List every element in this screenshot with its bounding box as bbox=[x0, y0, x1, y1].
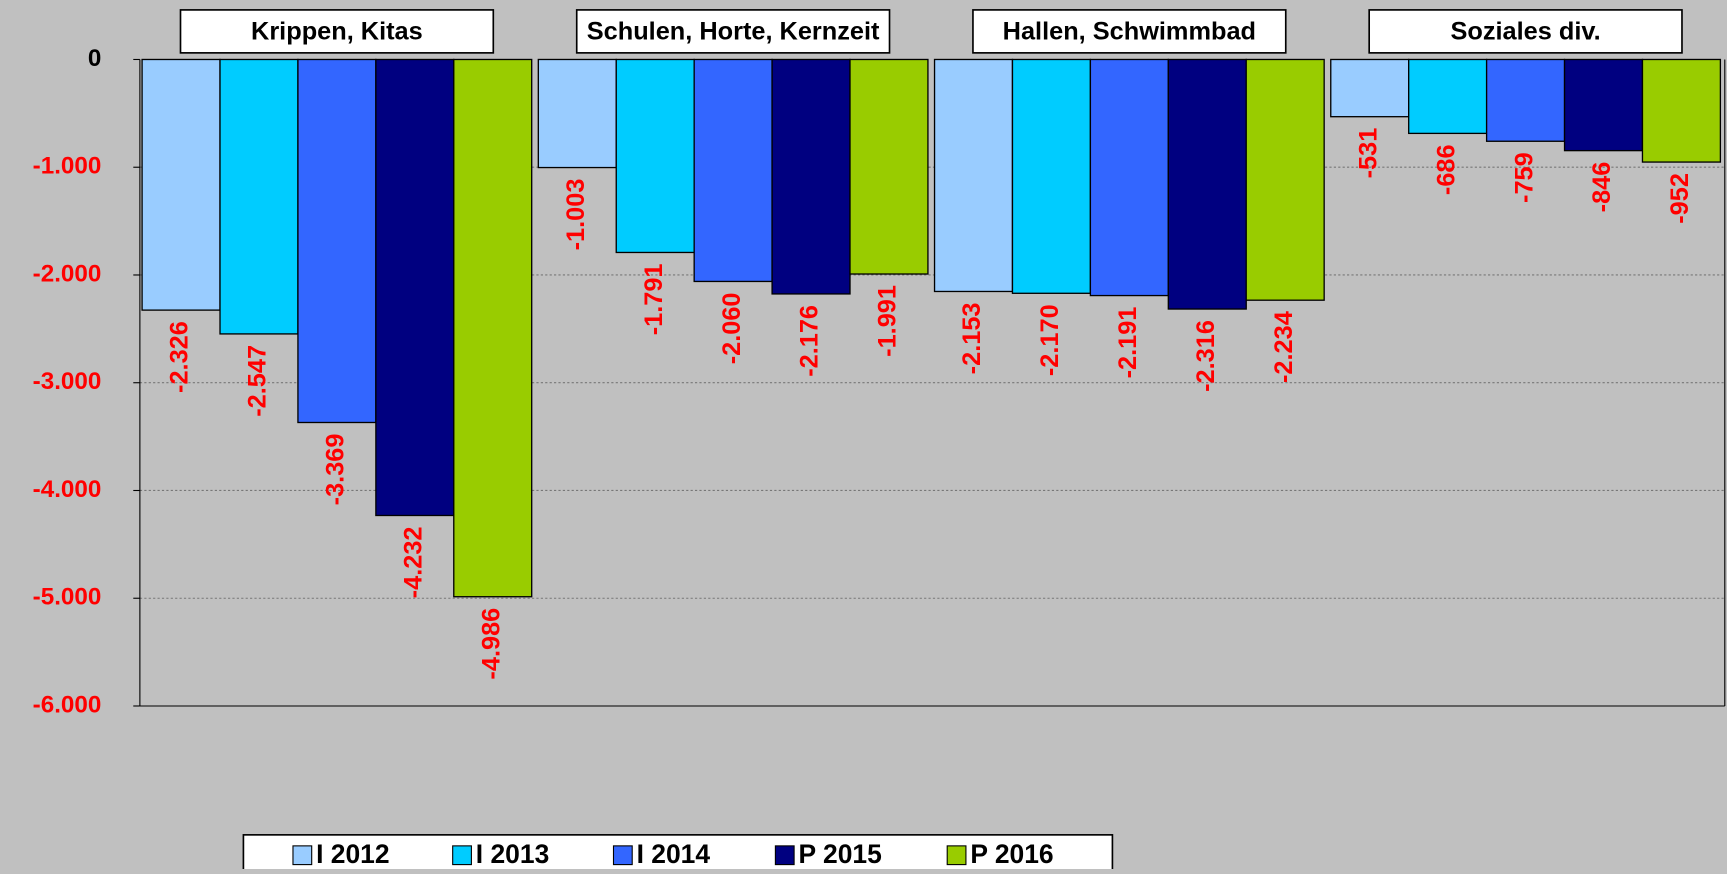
value-label: -1.791 bbox=[640, 263, 668, 335]
value-label: -2.176 bbox=[796, 305, 824, 377]
category-box bbox=[972, 9, 1287, 54]
y-tick-label: -4.000 bbox=[33, 476, 102, 503]
legend-label: I 2014 bbox=[637, 839, 711, 869]
value-label: -2.170 bbox=[1036, 304, 1064, 376]
bar bbox=[297, 58, 377, 424]
value-label: -4.986 bbox=[477, 608, 505, 680]
bar bbox=[453, 58, 533, 598]
bar bbox=[933, 58, 1014, 293]
bar bbox=[141, 58, 221, 311]
value-label: -2.153 bbox=[958, 302, 986, 374]
category-box bbox=[179, 9, 495, 54]
bar bbox=[1563, 58, 1644, 152]
legend-label: I 2013 bbox=[476, 839, 549, 869]
category-box bbox=[575, 9, 891, 54]
bar bbox=[1011, 58, 1092, 294]
value-label: -2.326 bbox=[166, 321, 194, 393]
category-box bbox=[1368, 9, 1683, 54]
y-tick-label: -2.000 bbox=[33, 260, 102, 287]
value-label: -1.991 bbox=[874, 285, 902, 357]
value-label: -759 bbox=[1510, 152, 1538, 203]
legend-label: P 2015 bbox=[799, 839, 882, 869]
bar bbox=[375, 58, 455, 517]
value-label: -4.232 bbox=[400, 527, 428, 599]
legend-swatch bbox=[774, 845, 795, 866]
value-label: -2.191 bbox=[1114, 307, 1142, 379]
bar bbox=[1408, 58, 1488, 135]
legend-box bbox=[242, 834, 1114, 874]
y-tick-label: -6.000 bbox=[33, 691, 102, 718]
value-label: -846 bbox=[1588, 162, 1616, 213]
category-label: Soziales div. bbox=[1450, 18, 1600, 46]
bar bbox=[1245, 58, 1325, 301]
bar bbox=[771, 58, 851, 295]
bar bbox=[1167, 58, 1247, 310]
bar bbox=[1485, 58, 1566, 142]
legend-swatch bbox=[292, 845, 313, 866]
legend-label: I 2012 bbox=[316, 839, 389, 869]
category-label: Schulen, Horte, Kernzeit bbox=[587, 18, 880, 46]
bar bbox=[1089, 58, 1169, 297]
legend-swatch bbox=[612, 845, 633, 866]
bar bbox=[615, 58, 695, 254]
category-label: Hallen, Schwimmbad bbox=[1003, 18, 1256, 46]
y-tick-label: -3.000 bbox=[33, 368, 102, 395]
legend-label: P 2016 bbox=[970, 839, 1053, 869]
bar bbox=[1641, 58, 1722, 163]
legend-swatch bbox=[452, 845, 472, 866]
legend-swatch bbox=[946, 845, 967, 866]
bar bbox=[693, 58, 773, 283]
value-label: -2.234 bbox=[1270, 311, 1298, 383]
value-label: -2.316 bbox=[1192, 320, 1220, 392]
value-label: -2.547 bbox=[244, 345, 272, 417]
value-label: -686 bbox=[1432, 144, 1460, 195]
y-tick-label: -1.000 bbox=[33, 153, 102, 180]
bar bbox=[537, 58, 617, 169]
value-label: -1.003 bbox=[562, 179, 590, 251]
value-label: -3.369 bbox=[322, 434, 350, 506]
value-label: -531 bbox=[1354, 128, 1382, 179]
value-label: -952 bbox=[1666, 173, 1694, 224]
bar bbox=[219, 58, 299, 335]
bar bbox=[1330, 58, 1410, 118]
bar bbox=[849, 58, 929, 275]
value-label: -2.060 bbox=[718, 292, 746, 364]
category-label: Krippen, Kitas bbox=[251, 18, 423, 46]
y-tick-label: -5.000 bbox=[33, 584, 102, 611]
y-tick-label: 0 bbox=[88, 45, 101, 72]
